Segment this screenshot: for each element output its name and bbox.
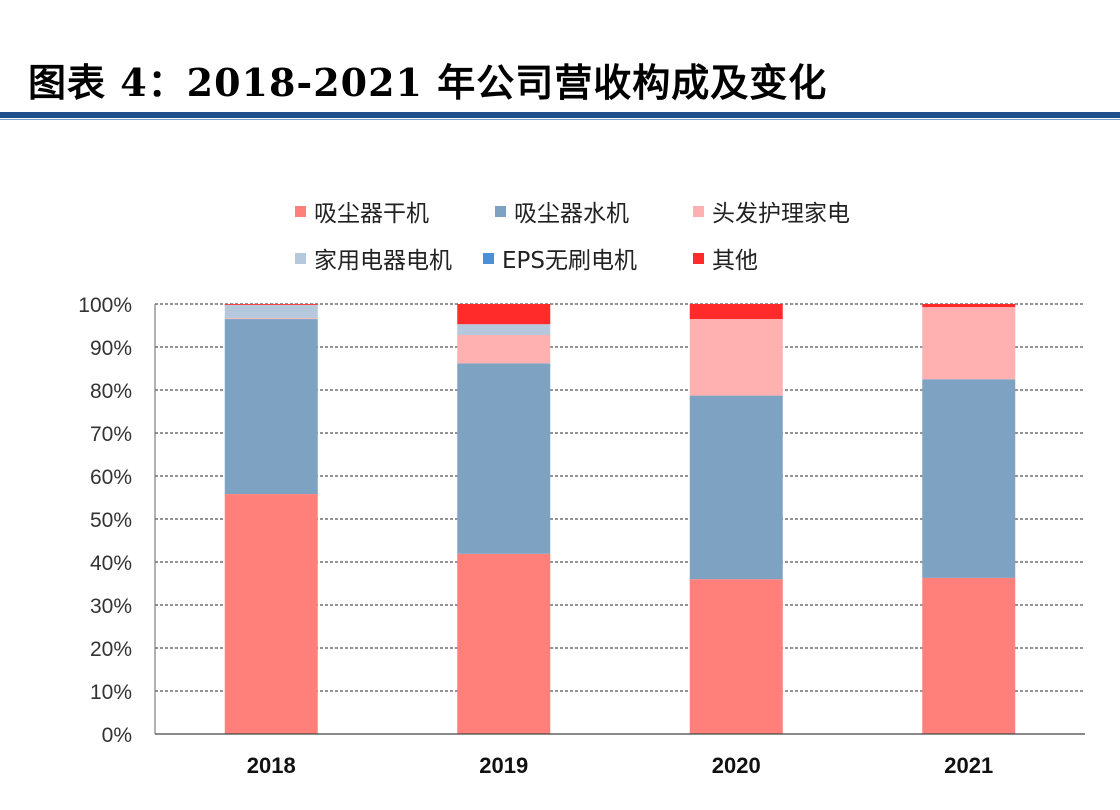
y-tick-label: 20% (90, 638, 132, 661)
bar-segment (689, 319, 783, 396)
title-divider (0, 112, 1120, 118)
legend-item: 头发护理家电 (693, 194, 850, 228)
y-tick-label: 50% (90, 509, 132, 532)
y-tick-label: 0% (102, 724, 132, 747)
bar-segment (922, 304, 1016, 308)
legend-item: EPS无刷电机 (483, 241, 637, 275)
legend-item: 吸尘器干机 (295, 194, 429, 228)
bar-segment (224, 304, 318, 305)
x-tick-label: 2020 (712, 753, 761, 778)
bar-segment (224, 319, 318, 495)
bar-segment (457, 334, 551, 364)
x-tick-label: 2019 (479, 753, 528, 778)
y-tick-label: 60% (90, 466, 132, 489)
bar-segment (922, 307, 1016, 380)
bar-segment (457, 324, 551, 335)
x-tick-label: 2021 (944, 753, 993, 778)
bar-segment (224, 494, 318, 734)
bar-segment (922, 379, 1016, 578)
y-tick-label: 30% (90, 595, 132, 618)
bar-segment (224, 318, 318, 320)
bar-segment (457, 553, 551, 734)
bar-segment (689, 304, 783, 320)
bar-segment (689, 395, 783, 580)
title-divider-thin (0, 119, 1120, 120)
y-tick-label: 40% (90, 552, 132, 575)
y-tick-label: 10% (90, 681, 132, 704)
bar-segment (457, 304, 551, 325)
legend-label: 家用电器电机 (314, 248, 452, 274)
legend-swatch (693, 205, 704, 217)
legend-item: 家用电器电机 (295, 241, 452, 275)
legend-label: 吸尘器干机 (314, 201, 429, 227)
legend-swatch (295, 205, 306, 217)
legend-label: EPS无刷电机 (502, 248, 638, 274)
bar-segment (922, 577, 1016, 734)
y-tick-label: 100% (78, 294, 132, 317)
legend-item: 吸尘器水机 (495, 194, 629, 228)
y-tick-label: 80% (90, 380, 132, 403)
legend-item: 其他 (693, 241, 758, 275)
bar-segment (224, 304, 318, 319)
legend-swatch (495, 205, 506, 217)
bar-segment (457, 363, 551, 554)
bar-segment (689, 579, 783, 734)
legend-swatch (295, 252, 306, 264)
legend-label: 其他 (712, 248, 758, 274)
y-tick-label: 90% (90, 337, 132, 360)
chart-title: 图表 4：2018-2021 年公司营收构成及变化 (28, 60, 828, 105)
legend-swatch (483, 252, 494, 264)
x-tick-label: 2018 (247, 753, 296, 778)
legend-label: 头发护理家电 (712, 201, 850, 227)
legend-label: 吸尘器水机 (514, 201, 629, 227)
legend-swatch (693, 252, 704, 264)
y-tick-label: 70% (90, 423, 132, 446)
